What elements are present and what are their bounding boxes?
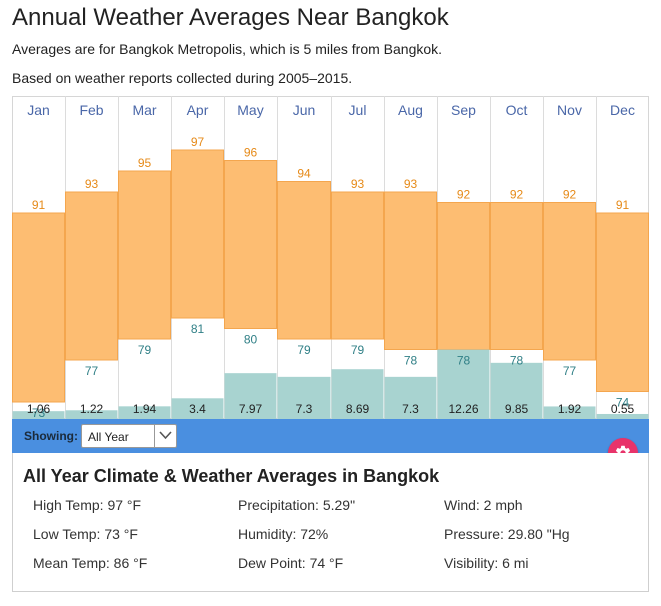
precip-label-aug: 7.3 <box>402 402 419 416</box>
stat-mean-temp: Mean Temp: 86 °F <box>33 555 148 571</box>
month-label-apr: Apr <box>187 102 209 118</box>
summary-title: All Year Climate & Weather Averages in B… <box>23 466 440 486</box>
precipitation-bars <box>12 349 649 419</box>
period-select[interactable]: All Year <box>81 424 177 448</box>
temp-bar-jun <box>277 181 331 340</box>
month-label-jan: Jan <box>27 102 50 118</box>
precip-label-mar: 1.94 <box>133 402 157 416</box>
low-temp-label-sep: 78 <box>457 354 471 368</box>
temp-bar-feb <box>65 191 118 361</box>
stat-dew-point: Dew Point: 74 °F <box>238 555 344 571</box>
month-label-oct: Oct <box>506 102 528 118</box>
month-label-mar: Mar <box>132 102 156 118</box>
month-label-sep: Sep <box>451 102 476 118</box>
showing-bar: Showing: All Year <box>12 419 649 453</box>
high-temp-label-jan: 91 <box>32 198 46 212</box>
summary-panel: All Year Climate & Weather Averages in B… <box>12 453 649 592</box>
stat-precipitation: Precipitation: 5.29" <box>238 497 356 513</box>
high-temp-label-may: 96 <box>244 146 258 160</box>
temp-bar-jan <box>12 212 65 403</box>
temp-bar-dec <box>596 212 649 392</box>
location-note: Averages are for Bangkok Metropolis, whi… <box>12 41 443 57</box>
low-temp-label-feb: 77 <box>85 364 99 378</box>
precip-bar-apr <box>171 398 224 419</box>
low-temp-label-apr: 81 <box>191 322 205 336</box>
precip-label-oct: 9.85 <box>505 402 529 416</box>
month-label-feb: Feb <box>79 102 103 118</box>
temp-bar-jul <box>331 191 384 340</box>
page-title: Annual Weather Averages Near Bangkok <box>12 4 449 31</box>
stat-high-temp: High Temp: 97 °F <box>33 497 142 513</box>
month-label-jun: Jun <box>293 102 316 118</box>
high-temp-label-nov: 92 <box>563 188 577 202</box>
precip-bar-mar <box>118 406 171 419</box>
weather-chart: Jan 91 731.06 Feb 93 77 1.22 Mar 95 79 1.94 Apr 97 81… <box>12 96 649 419</box>
low-temp-label-nov: 77 <box>563 364 577 378</box>
precip-bar-nov <box>543 406 596 419</box>
precip-bar-sep <box>437 349 490 419</box>
precip-label-jan: 1.06 <box>27 402 51 416</box>
stat-low-temp: Low Temp: 73 °F <box>33 526 138 542</box>
month-label-aug: Aug <box>398 102 423 118</box>
low-temp-label-dec: 74 <box>616 396 630 410</box>
temp-bar-apr <box>171 149 224 319</box>
low-temp-label-oct: 78 <box>510 354 524 368</box>
precip-bar-may <box>224 373 277 419</box>
precip-bar-jul <box>331 369 384 419</box>
precip-label-apr: 3.4 <box>189 402 206 416</box>
temp-bar-oct <box>490 202 543 350</box>
high-temp-label-sep: 92 <box>457 188 471 202</box>
stat-visibility: Visibility: 6 mi <box>444 555 529 571</box>
temp-bar-may <box>224 160 277 329</box>
temp-bar-nov <box>543 202 596 361</box>
low-temp-label-jun: 79 <box>297 343 311 357</box>
precip-label-nov: 1.92 <box>558 402 582 416</box>
low-temp-label-mar: 79 <box>138 343 152 357</box>
chart-labels: Jan 91 731.06 Feb 93 77 1.22 Mar 95 79 1.94 Apr 97 81… <box>27 102 635 419</box>
high-temp-label-apr: 97 <box>191 135 205 149</box>
month-label-nov: Nov <box>557 102 582 118</box>
precip-label-dec: 0.55 <box>611 402 635 416</box>
low-temp-label-jan: 73 <box>32 406 46 419</box>
high-temp-label-mar: 95 <box>138 156 152 170</box>
month-label-may: May <box>237 102 263 118</box>
precip-label-feb: 1.22 <box>80 402 104 416</box>
high-temp-label-jul: 93 <box>351 177 365 191</box>
stat-wind: Wind: 2 mph <box>444 497 523 513</box>
temp-bar-sep <box>437 202 490 350</box>
showing-label: Showing: <box>24 429 78 443</box>
chevron-down-icon[interactable] <box>154 425 176 447</box>
low-temp-label-may: 80 <box>244 333 258 347</box>
precip-label-sep: 12.26 <box>448 402 478 416</box>
precip-bar-jan <box>12 411 65 419</box>
temp-bar-aug <box>384 191 437 350</box>
precip-bar-oct <box>490 362 543 419</box>
precip-label-may: 7.97 <box>239 402 263 416</box>
temperature-bars <box>12 149 649 403</box>
period-select-value: All Year <box>88 430 129 444</box>
data-period-note: Based on weather reports collected durin… <box>12 70 353 86</box>
month-label-dec: Dec <box>610 102 635 118</box>
high-temp-label-aug: 93 <box>404 177 418 191</box>
low-temp-label-jul: 79 <box>351 343 365 357</box>
month-label-jul: Jul <box>349 102 367 118</box>
precip-bar-aug <box>384 376 437 419</box>
precip-label-jun: 7.3 <box>296 402 313 416</box>
high-temp-label-feb: 93 <box>85 177 99 191</box>
precip-bar-dec <box>596 413 649 419</box>
high-temp-label-oct: 92 <box>510 188 524 202</box>
high-temp-label-jun: 94 <box>297 167 311 181</box>
stat-humidity: Humidity: 72% <box>238 526 329 542</box>
precip-bar-jun <box>277 376 331 419</box>
precip-label-jul: 8.69 <box>346 402 370 416</box>
precip-bar-feb <box>65 410 118 419</box>
stat-pressure: Pressure: 29.80 "Hg <box>444 526 570 542</box>
high-temp-label-dec: 91 <box>616 198 630 212</box>
low-temp-label-aug: 78 <box>404 354 418 368</box>
temp-bar-mar <box>118 170 171 340</box>
